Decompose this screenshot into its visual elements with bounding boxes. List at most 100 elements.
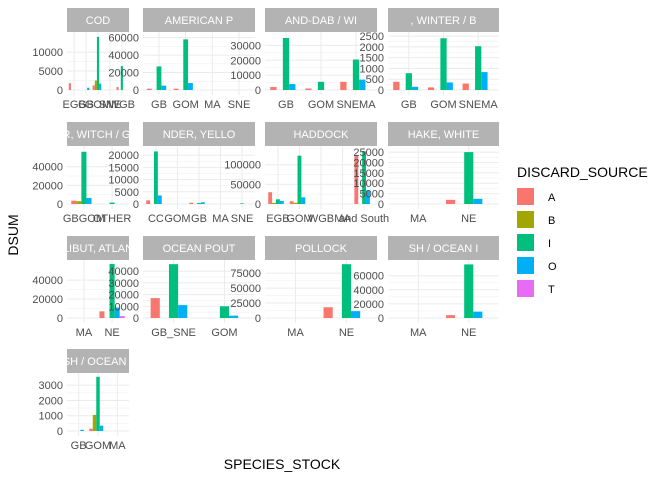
x-tick-label: CC bbox=[148, 213, 164, 225]
bar bbox=[446, 82, 453, 90]
bar bbox=[229, 315, 239, 318]
x-tick-label: GB_SNE bbox=[151, 327, 196, 339]
x-tick-label: GOM bbox=[173, 99, 199, 111]
facet-strip bbox=[143, 122, 255, 146]
facet-strip-label: AND-DAB / WI bbox=[285, 15, 357, 27]
y-tick-label: 5000 bbox=[39, 66, 63, 78]
facet-strip bbox=[388, 8, 499, 32]
x-tick-label: MA bbox=[410, 213, 427, 225]
y-tick-label: 25000 bbox=[230, 298, 261, 310]
x-tick-label: MA bbox=[204, 99, 221, 111]
y-tick-label: 1000 bbox=[360, 63, 384, 75]
x-tick-label: EGB bbox=[63, 99, 86, 111]
legend-entry-label: O bbox=[548, 261, 557, 273]
facet-strip-label: COD bbox=[86, 15, 111, 27]
y-tick-label: 2000 bbox=[39, 395, 63, 407]
facet-strip-label: NDER, YELLO bbox=[163, 129, 236, 141]
bar bbox=[272, 202, 276, 204]
bar bbox=[305, 88, 312, 90]
bar bbox=[473, 198, 483, 204]
y-tick-label: 2500 bbox=[360, 31, 384, 43]
legend-key-swatch bbox=[517, 211, 534, 228]
bar bbox=[109, 263, 115, 318]
y-tick-label: 0 bbox=[378, 85, 384, 97]
bar bbox=[293, 202, 298, 204]
bar bbox=[116, 86, 119, 90]
bar bbox=[279, 200, 284, 204]
facet-strip bbox=[388, 236, 499, 260]
legend-entry-label: B bbox=[548, 215, 555, 227]
y-tick-label: 0 bbox=[133, 85, 139, 97]
facet-panel: AND-DAB / WI 0 10000 20000 30000 GB GOM SNEMA bbox=[230, 8, 377, 111]
x-tick-label: NE bbox=[104, 327, 119, 339]
facet-strip bbox=[67, 349, 129, 373]
bar bbox=[71, 200, 77, 204]
x-tick-label: GB bbox=[78, 99, 94, 111]
x-tick-label: NE bbox=[461, 213, 476, 225]
bar bbox=[289, 84, 296, 90]
bar bbox=[81, 151, 87, 204]
x-tick-label: GB bbox=[401, 99, 417, 111]
bar bbox=[462, 83, 469, 90]
facet-strip-label: AMERICAN P bbox=[165, 15, 233, 27]
y-axis-title: DSUM bbox=[5, 214, 21, 255]
y-tick-label: 20000 bbox=[108, 68, 139, 80]
y-tick-label: 2000 bbox=[360, 42, 384, 54]
legend-entry-label: T bbox=[548, 284, 555, 296]
y-tick-label: 50000 bbox=[230, 179, 261, 191]
y-tick-label: 20000 bbox=[353, 299, 384, 311]
y-tick-label: 0 bbox=[255, 85, 261, 97]
bar bbox=[464, 264, 474, 318]
y-tick-label: 40000 bbox=[353, 285, 384, 297]
x-tick-label: SNEMA bbox=[459, 99, 499, 111]
y-tick-label: 60000 bbox=[353, 271, 384, 283]
panel-background bbox=[143, 32, 255, 95]
y-tick-label: 60000 bbox=[108, 33, 139, 45]
facet-strip-label: LIBUT, ATLAN bbox=[63, 243, 133, 255]
facet-strip bbox=[67, 122, 129, 146]
bar bbox=[317, 81, 325, 90]
y-tick-label: 0 bbox=[57, 426, 63, 438]
legend-key-swatch bbox=[517, 280, 534, 297]
bar bbox=[475, 46, 482, 90]
facet-strip-label: , WINTER / B bbox=[411, 15, 477, 27]
bar bbox=[323, 307, 333, 318]
y-tick-label: 0 bbox=[133, 199, 139, 211]
y-tick-label: 5000 bbox=[115, 187, 139, 199]
bar bbox=[268, 192, 273, 204]
y-tick-label: 15000 bbox=[108, 162, 139, 174]
bar bbox=[183, 39, 189, 90]
x-tick-label: SNE bbox=[99, 99, 122, 111]
x-tick-label: NE bbox=[461, 327, 476, 339]
y-tick-label: 10000 bbox=[32, 47, 63, 59]
x-tick-label: MA bbox=[212, 213, 229, 225]
bar bbox=[96, 376, 100, 431]
bar bbox=[87, 87, 90, 90]
x-tick-label: WGB bbox=[308, 213, 334, 225]
x-tick-label: GOM bbox=[308, 99, 334, 111]
x-tick-label: GB bbox=[71, 440, 87, 452]
x-tick-label: MA bbox=[410, 327, 427, 339]
facet-strip-label: SH / OCEAN ( bbox=[63, 356, 134, 368]
bar bbox=[92, 85, 95, 90]
facet-strip bbox=[265, 236, 377, 260]
legend-entry-label: I bbox=[548, 238, 551, 250]
y-tick-label: 15000 bbox=[353, 168, 384, 180]
bar bbox=[153, 151, 158, 204]
bar bbox=[289, 201, 294, 204]
bar bbox=[168, 264, 179, 318]
bar bbox=[161, 85, 167, 90]
facet-strip-label: OCEAN POUT bbox=[163, 243, 236, 255]
y-tick-label: 20000 bbox=[108, 150, 139, 162]
y-tick-label: 40000 bbox=[32, 275, 63, 287]
y-tick-label: 40000 bbox=[108, 266, 139, 278]
legend-key-swatch bbox=[517, 188, 534, 205]
bar bbox=[297, 155, 302, 204]
y-tick-label: 30000 bbox=[230, 40, 261, 52]
y-tick-label: 25000 bbox=[353, 147, 384, 159]
x-tick-label: MA bbox=[109, 440, 126, 452]
y-tick-label: 0 bbox=[57, 199, 63, 211]
y-tick-label: 20000 bbox=[353, 157, 384, 169]
y-tick-label: 20000 bbox=[32, 294, 63, 306]
